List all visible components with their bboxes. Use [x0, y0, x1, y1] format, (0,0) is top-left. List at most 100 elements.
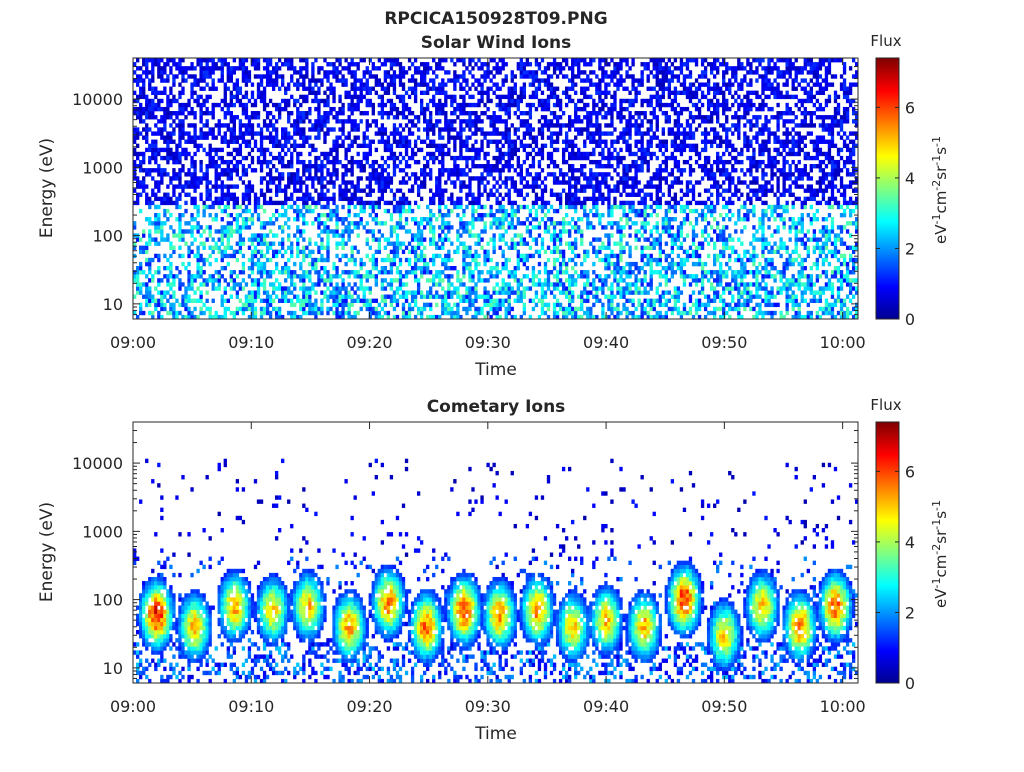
heatmap-cell [154, 229, 158, 234]
heatmap-cell [404, 70, 409, 75]
heatmap-cell [568, 127, 572, 132]
heatmap-cell [226, 62, 230, 67]
heatmap-cell [172, 176, 176, 181]
heatmap-cell [546, 314, 551, 320]
heatmap-cell [525, 74, 530, 79]
heatmap-cell [423, 172, 427, 177]
heatmap-cell [232, 127, 237, 132]
heatmap-cell [284, 164, 288, 169]
heatmap-cell [416, 278, 421, 283]
heatmap-cell [353, 245, 357, 250]
heatmap-cell [404, 90, 409, 96]
heatmap-cell [537, 261, 542, 267]
heatmap-cell [350, 62, 354, 67]
heatmap-cell [299, 151, 303, 157]
heatmap-cell [154, 147, 158, 153]
heatmap-cell [459, 106, 463, 112]
heatmap-cell [419, 241, 424, 246]
heatmap-cell [347, 229, 351, 234]
heatmap-cell [456, 164, 460, 169]
heatmap-cell [214, 217, 218, 222]
heatmap-cell [392, 74, 397, 79]
heatmap-cell [208, 143, 212, 149]
heatmap-cell [558, 98, 563, 104]
heatmap-cell [302, 217, 306, 222]
heatmap-cell [160, 233, 164, 238]
heatmap-cell [528, 245, 533, 250]
heatmap-cell [489, 270, 493, 275]
heatmap-cell [368, 139, 372, 144]
heatmap-cell [268, 131, 273, 136]
heatmap-cell [302, 58, 306, 63]
heatmap-cell [574, 184, 578, 189]
heatmap-cell [220, 180, 224, 185]
heatmap-cell [314, 310, 318, 316]
heatmap-cell [429, 188, 433, 193]
heatmap-cell [507, 143, 511, 149]
heatmap-cell [456, 200, 460, 206]
heatmap-cell [398, 70, 403, 75]
heatmap-cell [244, 172, 249, 177]
heatmap-cell [226, 176, 230, 181]
heatmap-cell [278, 86, 282, 91]
heatmap-cell [290, 204, 294, 210]
heatmap-cell [552, 94, 557, 100]
heatmap-cell [293, 172, 297, 177]
heatmap-cell [247, 237, 252, 242]
heatmap-cell [416, 229, 421, 234]
heatmap-cell [389, 225, 394, 230]
heatmap-cell [344, 253, 348, 259]
heatmap-cell [178, 135, 182, 140]
heatmap-cell [389, 188, 394, 193]
heatmap-cell [229, 90, 233, 96]
heatmap-cell [356, 249, 360, 255]
heatmap-cell [271, 298, 276, 303]
heatmap-cell [299, 196, 303, 202]
heatmap-cell [447, 151, 451, 157]
heatmap-cell [386, 143, 391, 149]
heatmap-cell [365, 123, 369, 128]
heatmap-cell [154, 86, 158, 91]
heatmap-cell [353, 257, 357, 263]
heatmap-cell [555, 270, 560, 275]
heatmap-cell [154, 204, 158, 210]
heatmap-cell [362, 70, 366, 75]
heatmap-cell [293, 70, 297, 75]
heatmap-cell [154, 196, 158, 202]
heatmap-cell [525, 217, 530, 222]
heatmap-cell [486, 115, 490, 120]
heatmap-cell [432, 192, 436, 197]
heatmap-cell [265, 188, 270, 193]
heatmap-cell [450, 180, 454, 185]
heatmap-cell [453, 147, 457, 153]
heatmap-cell [163, 66, 167, 71]
heatmap-cell [259, 241, 264, 246]
heatmap-cell [308, 86, 312, 91]
heatmap-cell [359, 196, 363, 202]
heatmap-cell [166, 159, 170, 165]
heatmap-cell [571, 310, 575, 316]
heatmap-cell [419, 257, 424, 263]
heatmap-cell [480, 176, 484, 181]
heatmap-cell [238, 66, 243, 71]
heatmap-cell [250, 241, 255, 246]
heatmap-cell [268, 151, 273, 157]
heatmap-cell [577, 200, 581, 206]
heatmap-cell [423, 74, 427, 79]
heatmap-cell [471, 119, 475, 124]
heatmap-cell [332, 212, 336, 218]
heatmap-cell [278, 74, 282, 79]
heatmap-cell [311, 86, 315, 91]
heatmap-cell [507, 155, 511, 161]
heatmap-cell [268, 159, 273, 165]
heatmap-cell [447, 253, 451, 259]
heatmap-cell [226, 188, 230, 193]
heatmap-cell [492, 176, 496, 181]
heatmap-cell [489, 237, 493, 242]
heatmap-cell [568, 200, 572, 206]
heatmap-cell [543, 66, 548, 71]
heatmap-cell [338, 298, 342, 303]
heatmap-cell [271, 270, 276, 275]
heatmap-cell [347, 131, 351, 136]
heatmap-cell [256, 278, 261, 283]
